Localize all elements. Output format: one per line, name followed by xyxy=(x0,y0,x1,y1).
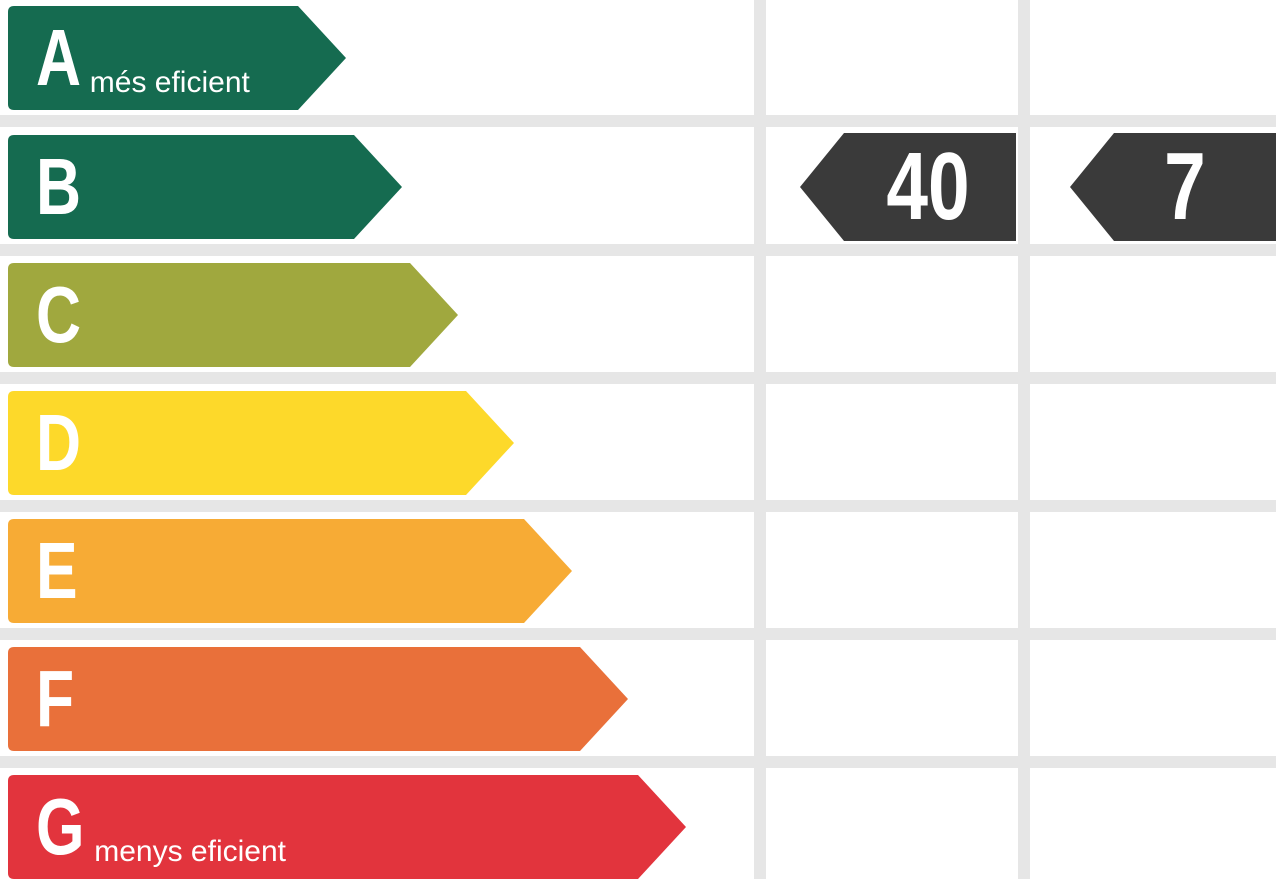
rating-letter: B xyxy=(36,142,82,231)
rating-arrow-g: G menys eficient xyxy=(8,775,686,879)
rating-letter: C xyxy=(36,270,82,359)
arrow-shape xyxy=(8,391,514,495)
rating-arrow-e: E xyxy=(8,519,572,623)
rating-arrow-c: C xyxy=(8,263,458,367)
arrow-shape xyxy=(8,263,458,367)
arrow-fill xyxy=(8,519,572,623)
arrow-fill xyxy=(8,647,628,751)
indicator-consumption: 40 xyxy=(800,133,1016,241)
grid-line xyxy=(754,0,766,879)
grid-line xyxy=(1018,0,1030,879)
rating-letter: G xyxy=(36,782,85,871)
arrow-fill xyxy=(8,263,458,367)
arrow-shape xyxy=(8,135,402,239)
arrow-fill xyxy=(8,775,686,879)
indicator-value: 40 xyxy=(886,133,970,240)
arrow-shape xyxy=(8,775,686,879)
rating-arrow-f: F xyxy=(8,647,628,751)
rating-letter: E xyxy=(36,526,78,615)
grid-line xyxy=(0,756,1276,768)
grid-line xyxy=(0,372,1276,384)
grid-line xyxy=(0,115,1276,127)
rating-arrow-b: B xyxy=(8,135,402,239)
arrow-fill xyxy=(8,391,514,495)
rating-description: més eficient xyxy=(89,66,250,99)
rating-arrow-d: D xyxy=(8,391,514,495)
indicator-fill xyxy=(1070,133,1276,241)
rating-letter: D xyxy=(36,398,82,487)
grid-line xyxy=(0,628,1276,640)
arrow-fill xyxy=(8,6,346,110)
grid-line xyxy=(0,244,1276,256)
rating-letter: F xyxy=(36,654,75,743)
indicator-emissions: 7 xyxy=(1070,133,1276,241)
rating-arrow-a: A més eficient xyxy=(8,6,346,110)
indicator-fill xyxy=(800,133,1016,241)
indicator-shape xyxy=(1070,133,1276,241)
rating-letter: A xyxy=(36,13,82,102)
rating-description: menys eficient xyxy=(94,835,286,868)
arrow-shape xyxy=(8,519,572,623)
grid-line xyxy=(0,500,1276,512)
indicator-value: 7 xyxy=(1164,133,1206,240)
arrow-shape xyxy=(8,647,628,751)
arrow-fill xyxy=(8,135,402,239)
indicator-shape xyxy=(800,133,1016,241)
arrow-shape xyxy=(8,6,346,110)
